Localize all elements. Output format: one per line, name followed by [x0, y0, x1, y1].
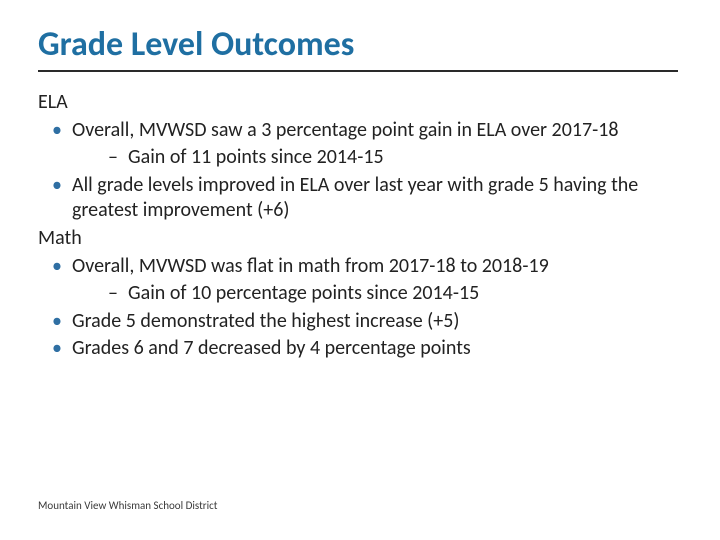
sub-item: Gain of 10 percentage points since 2014-…	[72, 281, 678, 307]
bullet-item: Grades 6 and 7 decreased by 4 percentage…	[38, 336, 678, 362]
sub-item: Gain of 11 points since 2014-15	[72, 145, 678, 171]
slide: Grade Level Outcomes ELA Overall, MVWSD …	[0, 0, 720, 540]
bullet-text: Overall, MVWSD saw a 3 percentage point …	[72, 118, 619, 142]
bullet-item: Overall, MVWSD was flat in math from 201…	[38, 254, 678, 307]
title-underline	[38, 70, 678, 72]
bullet-text: Grades 6 and 7 decreased by 4 percentage…	[72, 336, 471, 360]
section-heading: ELA	[38, 90, 678, 116]
bullet-item: Grade 5 demonstrated the highest increas…	[38, 309, 678, 335]
slide-title: Grade Level Outcomes	[38, 24, 354, 65]
bullet-list: Overall, MVWSD saw a 3 percentage point …	[38, 118, 678, 224]
bullet-item: All grade levels improved in ELA over la…	[38, 173, 678, 224]
bullet-item: Overall, MVWSD saw a 3 percentage point …	[38, 118, 678, 171]
bullet-text: All grade levels improved in ELA over la…	[72, 173, 638, 223]
sub-text: Gain of 11 points since 2014-15	[128, 145, 384, 169]
footer-text: Mountain View Whisman School District	[38, 499, 217, 512]
sub-list: Gain of 10 percentage points since 2014-…	[72, 281, 678, 307]
section-heading: Math	[38, 226, 678, 252]
bullet-list: Overall, MVWSD was flat in math from 201…	[38, 254, 678, 362]
slide-body: ELA Overall, MVWSD saw a 3 percentage po…	[38, 88, 678, 364]
bullet-text: Overall, MVWSD was flat in math from 201…	[72, 254, 549, 278]
sub-text: Gain of 10 percentage points since 2014-…	[128, 281, 479, 305]
bullet-text: Grade 5 demonstrated the highest increas…	[72, 309, 459, 333]
sub-list: Gain of 11 points since 2014-15	[72, 145, 678, 171]
